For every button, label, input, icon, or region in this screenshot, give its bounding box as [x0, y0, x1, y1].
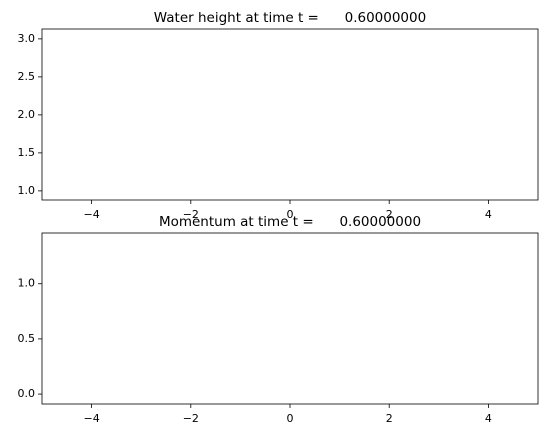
y-tick-label: 1.0	[18, 277, 36, 290]
y-tick-label: 0.0	[18, 387, 36, 400]
y-tick-label: 3.0	[18, 32, 36, 45]
x-tick-label: 4	[485, 208, 492, 221]
y-tick-label: 2.0	[18, 108, 36, 121]
y-tick-label: 1.5	[18, 146, 36, 159]
x-tick-label: −2	[183, 208, 199, 221]
x-tick-label: 4	[485, 412, 492, 425]
chart-title: Water height at time t = 0.60000000	[154, 10, 426, 26]
chart-title: Momentum at time t = 0.60000000	[159, 214, 421, 230]
x-tick-label: 0	[287, 208, 294, 221]
axes-frame	[41, 28, 539, 201]
x-tick-label: 2	[386, 412, 393, 425]
x-tick-label: −4	[83, 412, 99, 425]
x-tick-label: −4	[83, 208, 99, 221]
y-tick-label: 1.0	[18, 184, 36, 197]
x-tick-label: 2	[386, 208, 393, 221]
x-tick-label: 0	[287, 412, 294, 425]
axes-frame	[41, 232, 539, 405]
y-tick-label: 0.5	[18, 332, 36, 345]
y-tick-label: 2.5	[18, 70, 36, 83]
x-tick-label: −2	[183, 412, 199, 425]
